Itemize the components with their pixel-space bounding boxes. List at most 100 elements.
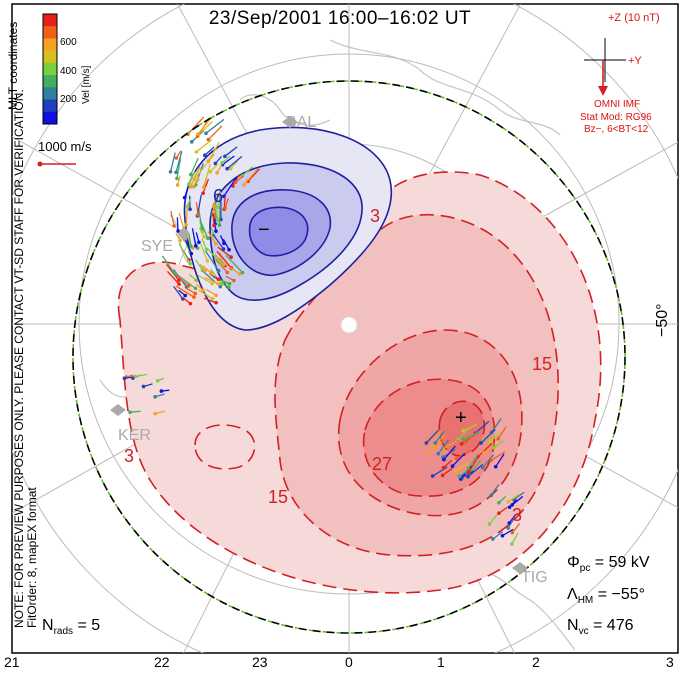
velocity-vector [210, 268, 223, 285]
contour-label: 3 [512, 505, 522, 525]
imf-y-label: +Y [628, 55, 642, 67]
velocity-vector [202, 178, 210, 194]
vector-origin [205, 259, 210, 263]
velocity-vector [511, 495, 524, 506]
velocity-vector [495, 453, 505, 468]
hm-latitude: ΛHM = −55° [567, 586, 646, 607]
vector-origin [220, 161, 224, 165]
velocity-vector [166, 263, 180, 281]
velocity-vectors [122, 116, 525, 546]
colorbar-swatch [43, 111, 57, 125]
velocity-vector [225, 255, 244, 274]
mlt-tick: 2 [532, 654, 540, 670]
vector-origin [193, 286, 198, 291]
velocity-vector [226, 155, 243, 170]
vector-origin [175, 183, 180, 187]
velocity-vector [176, 157, 182, 179]
mlt-tick: 1 [437, 654, 445, 670]
velocity-vector [198, 289, 213, 300]
coords-label: MLT coordinates [6, 21, 20, 110]
vector-origin [214, 242, 218, 246]
velocity-vector [461, 470, 474, 479]
mlt-tick: 23 [252, 654, 268, 670]
vector-origin [500, 533, 505, 538]
velocity-vector [161, 255, 176, 274]
velocity-vector [184, 238, 192, 254]
vector-origin [214, 229, 218, 233]
velocity-vector [199, 219, 209, 239]
colorbar-swatch [43, 99, 57, 113]
velocity-vector [204, 276, 219, 285]
contour-label: 27 [372, 454, 392, 474]
colorbar-swatch [43, 75, 57, 88]
velocity-vector [178, 243, 191, 264]
vector-origin [174, 156, 179, 160]
velocity-vector [477, 442, 493, 458]
vector-origin [216, 277, 221, 281]
velocity-vector [188, 171, 196, 185]
vector-origin [196, 212, 200, 217]
velocity-vector [201, 238, 208, 250]
vector-origin [216, 282, 221, 286]
velocity-vector [224, 146, 238, 157]
vector-origin [496, 437, 500, 441]
vector-origin [196, 132, 200, 136]
velocity-vector [223, 176, 238, 197]
velocity-vector [218, 188, 222, 208]
vector-origin [507, 505, 512, 509]
vector-origin [197, 240, 201, 245]
velocity-vector [502, 528, 514, 537]
radar-label: SYE [141, 238, 173, 255]
velocity-vector [173, 285, 184, 300]
velocity-vector [205, 288, 217, 296]
velocity-vector [205, 250, 220, 272]
vector-origin [215, 170, 219, 175]
velocity-vector [490, 418, 502, 433]
vector-origin [466, 470, 471, 475]
vector-origin [497, 500, 501, 505]
velocity-vector [443, 440, 457, 450]
vector-origin [214, 300, 218, 305]
vector-origin [453, 469, 458, 473]
vector-origin [186, 284, 191, 288]
velocity-vector [243, 168, 259, 186]
vector-origin [177, 282, 181, 286]
vector-origin [479, 441, 483, 445]
contour-label: 15 [532, 354, 552, 374]
contour-label: 6 [213, 186, 223, 206]
velocity-vector [207, 125, 223, 141]
velocity-colorbar [42, 13, 58, 125]
vector-origin [218, 284, 223, 289]
velocity-vector [196, 139, 213, 153]
vector-origin [212, 223, 216, 228]
velocity-vector [218, 205, 221, 226]
hm-boundary-inner [72, 80, 626, 634]
velocity-vector [488, 512, 500, 525]
vector-origin [461, 428, 466, 433]
velocity-vector [482, 454, 495, 469]
vector-origin [206, 236, 210, 240]
vector-origin [440, 473, 445, 478]
preview-note: NOTE: FOR PREVIEW PURPOSES ONLY. PLEASE … [12, 89, 26, 628]
vector-origin [487, 522, 492, 526]
velocity-vector [197, 208, 203, 229]
potential-min-marker: − [258, 219, 270, 241]
velocity-vector [215, 259, 228, 273]
velocity-vector [207, 231, 217, 245]
vector-origin [182, 195, 187, 200]
velocity-vector [454, 462, 469, 472]
vector-origin [456, 436, 461, 441]
velocity-vector [490, 484, 500, 496]
vector-origin [203, 268, 207, 273]
vector-origin [233, 180, 238, 185]
velocity-vector [188, 234, 192, 247]
vector-origin [430, 474, 435, 478]
vector-count: Nvc = 476 [567, 617, 634, 638]
velocity-vector [176, 217, 179, 232]
velocity-vector [511, 523, 521, 534]
velocity-vector [175, 151, 183, 173]
vector-origin [227, 281, 232, 286]
latitude-label: −50° [654, 303, 671, 337]
vector-origin [189, 251, 194, 256]
